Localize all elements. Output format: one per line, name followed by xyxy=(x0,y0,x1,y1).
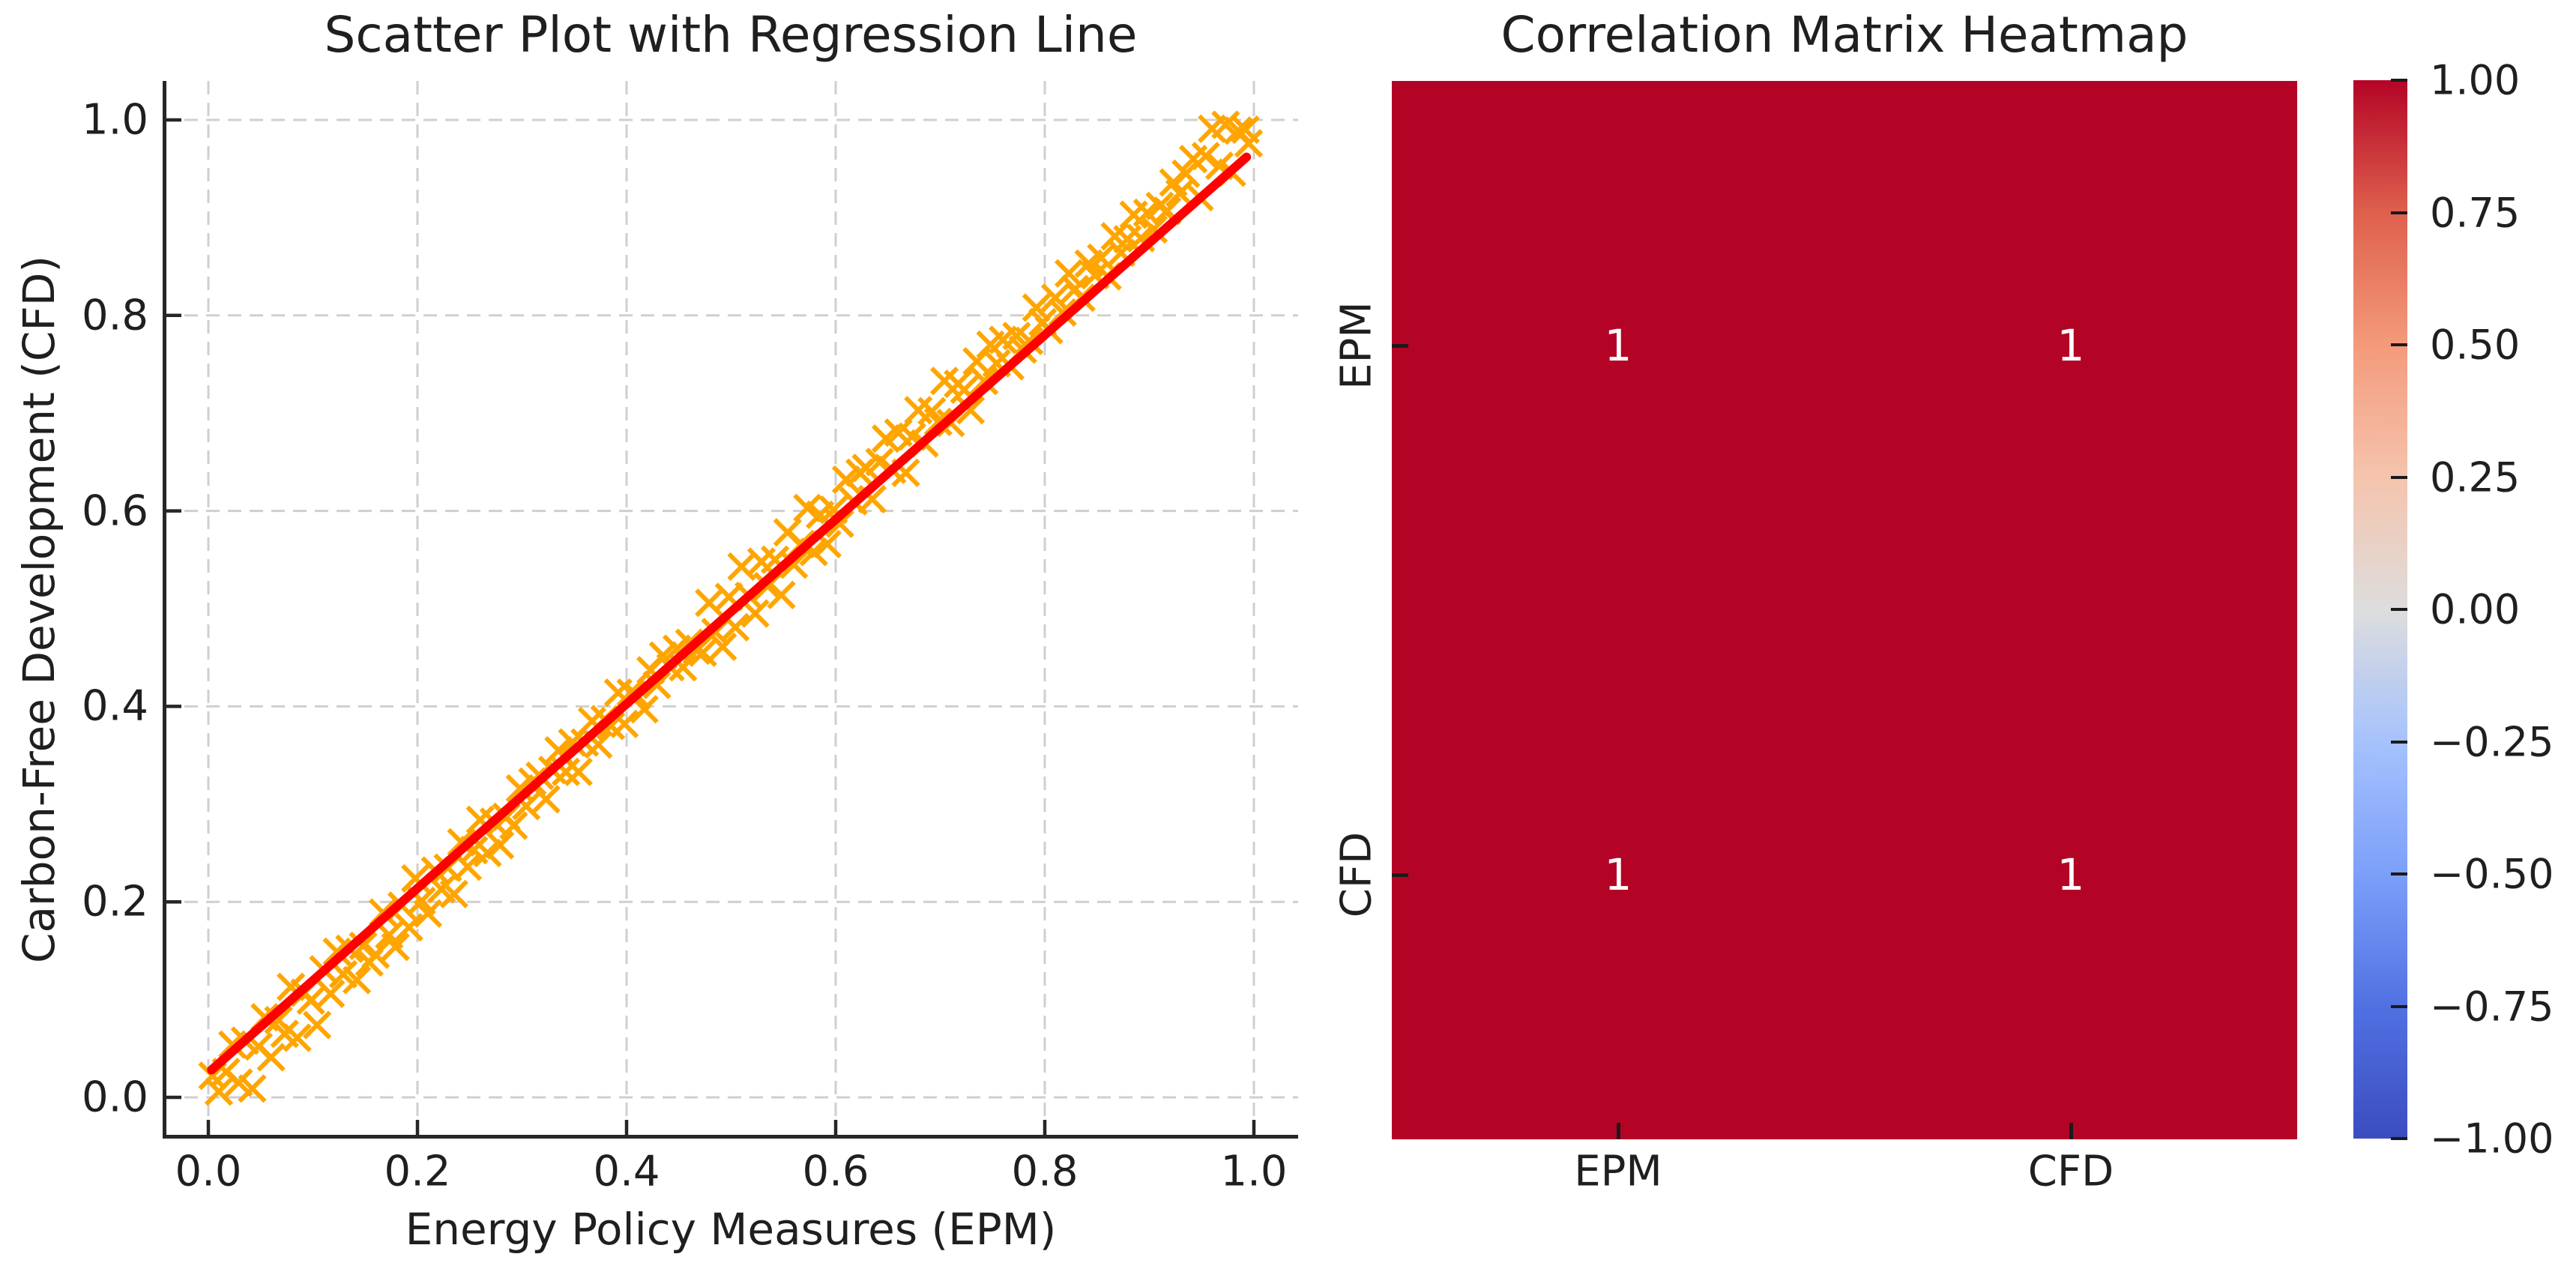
heatmap-cell-value: 1 xyxy=(1604,849,1632,900)
scatter-x-tick-label: 0.6 xyxy=(802,1147,869,1196)
scatter-title: Scatter Plot with Regression Line xyxy=(324,6,1138,64)
regression-line xyxy=(207,152,1252,1075)
colorbar-tick-mark xyxy=(2391,608,2407,611)
colorbar-tick-mark xyxy=(2391,343,2407,346)
colorbar-tick-label: 0.25 xyxy=(2430,453,2521,501)
colorbar-tick-label: −1.00 xyxy=(2430,1115,2554,1163)
colorbar-tick-label: −0.50 xyxy=(2430,850,2554,898)
colorbar-tick-label: −0.25 xyxy=(2430,718,2554,765)
colorbar-tick-mark xyxy=(2391,1137,2407,1140)
heatmap-cell-value: 1 xyxy=(1604,320,1632,371)
heatmap-y-tick-label: EPM xyxy=(1332,301,1381,390)
scatter-x-axis-label: Energy Policy Measures (EPM) xyxy=(405,1204,1057,1255)
scatter-x-tick-label: 0.8 xyxy=(1011,1147,1079,1196)
colorbar-tick-mark xyxy=(2391,79,2407,82)
heatmap-cell-value: 1 xyxy=(2057,849,2085,900)
colorbar-tick-label: 0.50 xyxy=(2430,321,2521,369)
scatter-y-tick-label: 1.0 xyxy=(81,95,148,145)
colorbar-tick-mark xyxy=(2391,475,2407,479)
colorbar xyxy=(2353,79,2407,1140)
heatmap-cell-value: 1 xyxy=(2057,320,2085,371)
scatter-y-tick-label: 0.6 xyxy=(81,486,148,536)
heatmap-y-tick-label: CFD xyxy=(1332,831,1381,918)
colorbar-tick-mark xyxy=(2391,740,2407,744)
colorbar-tick-mark xyxy=(2391,211,2407,214)
scatter-x-tick-label: 0.2 xyxy=(384,1147,451,1196)
heatmap-y-tick-mark xyxy=(1392,872,1408,877)
scatter-x-tick-label: 0.0 xyxy=(175,1147,242,1196)
scatter-y-tick-label: 0.0 xyxy=(81,1073,148,1122)
colorbar-tick-label: 1.00 xyxy=(2430,56,2521,104)
heatmap-x-tick-label: CFD xyxy=(2027,1147,2114,1196)
scatter-x-tick-label: 0.4 xyxy=(593,1147,660,1196)
scatter-y-axis-label: Carbon-Free Development (CFD) xyxy=(13,255,64,964)
colorbar-tick-mark xyxy=(2391,872,2407,875)
colorbar-tick-label: 0.00 xyxy=(2430,585,2521,633)
scatter-y-tick-label: 0.2 xyxy=(81,877,148,926)
scatter-y-tick-label: 0.8 xyxy=(81,291,148,340)
scatter-y-tick-label: 0.4 xyxy=(81,681,148,731)
scatter-plot xyxy=(163,81,1298,1139)
heatmap-y-tick-mark xyxy=(1392,343,1408,348)
heatmap-grid: 1 1 1 1 xyxy=(1392,81,2297,1139)
colorbar-tick-mark xyxy=(2391,1004,2407,1008)
heatmap-x-tick-mark xyxy=(1616,1123,1620,1139)
colorbar-tick-label: −0.75 xyxy=(2430,983,2554,1030)
heatmap-x-tick-label: EPM xyxy=(1574,1147,1662,1196)
colorbar-tick-label: 0.75 xyxy=(2430,189,2521,236)
heatmap-title: Correlation Matrix Heatmap xyxy=(1500,6,2189,64)
scatter-x-tick-label: 1.0 xyxy=(1220,1147,1288,1196)
heatmap-x-tick-mark xyxy=(2069,1123,2073,1139)
